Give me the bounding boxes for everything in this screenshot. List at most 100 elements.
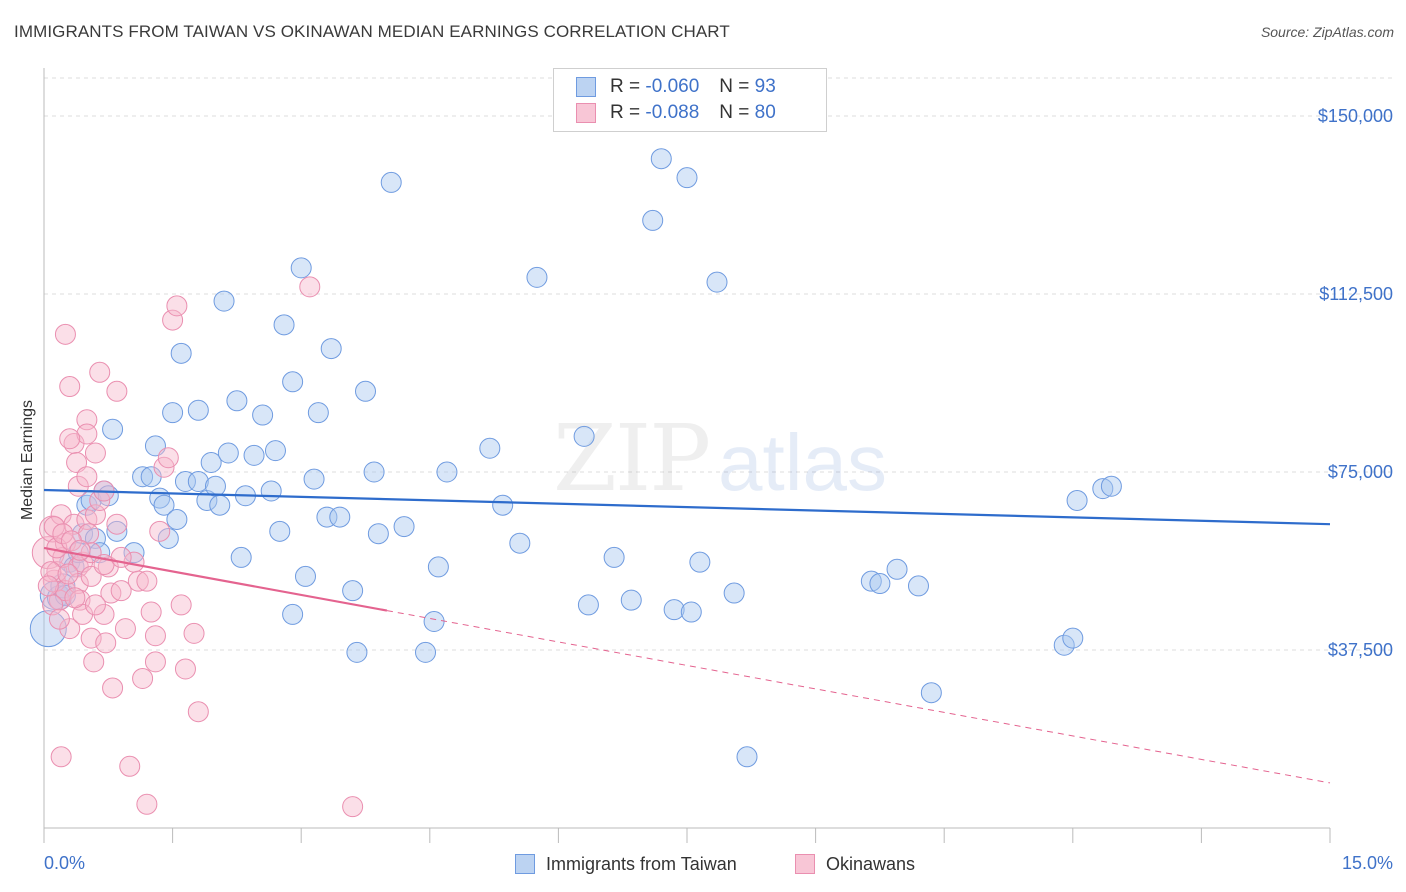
data-point bbox=[920, 682, 942, 704]
data-point bbox=[264, 440, 286, 462]
legend-n-label: N = bbox=[719, 102, 750, 123]
legend-swatch-taiwan bbox=[576, 77, 596, 97]
data-point bbox=[252, 404, 274, 426]
data-point bbox=[140, 601, 162, 623]
axes bbox=[43, 68, 1331, 843]
data-point bbox=[84, 504, 106, 526]
data-point bbox=[123, 542, 145, 564]
data-point bbox=[132, 466, 154, 488]
trend-line bbox=[43, 488, 1331, 526]
data-point bbox=[303, 468, 325, 490]
data-point bbox=[663, 599, 685, 621]
data-point bbox=[76, 423, 98, 445]
data-point bbox=[355, 380, 376, 402]
data-point bbox=[650, 148, 672, 170]
legend-r-value-taiwan: -0.060 bbox=[645, 76, 700, 97]
data-point bbox=[59, 376, 81, 398]
x-tick-label: 0.0% bbox=[44, 853, 85, 873]
data-point bbox=[676, 167, 698, 189]
legend-swatch-okinawan bbox=[576, 103, 596, 123]
data-point bbox=[1092, 478, 1114, 500]
data-point bbox=[620, 589, 642, 611]
data-point bbox=[102, 677, 124, 699]
watermark: ZIP atlas bbox=[553, 405, 887, 512]
y-tick-label: $75,000 bbox=[1328, 462, 1393, 482]
data-point bbox=[183, 622, 205, 644]
data-point bbox=[84, 594, 106, 616]
data-point bbox=[119, 755, 141, 777]
trend-line-dashed bbox=[386, 610, 1331, 784]
y-tick-label: $150,000 bbox=[1318, 106, 1393, 126]
data-point bbox=[100, 582, 122, 604]
bottom-legend-label-okinawan: Okinawans bbox=[826, 853, 916, 874]
bottom-legend-swatch-taiwan bbox=[515, 854, 535, 874]
data-point bbox=[642, 209, 664, 231]
trend-lines bbox=[43, 488, 1331, 784]
data-point bbox=[393, 516, 415, 538]
y-tick-label: $112,500 bbox=[1319, 284, 1393, 304]
data-point bbox=[166, 508, 188, 530]
data-point bbox=[342, 796, 364, 818]
data-point bbox=[423, 611, 445, 633]
data-point bbox=[136, 793, 158, 815]
data-point bbox=[290, 257, 312, 279]
data-point bbox=[226, 390, 248, 412]
data-point bbox=[307, 402, 329, 424]
data-point bbox=[174, 470, 196, 492]
trend-line-solid bbox=[43, 546, 388, 612]
data-point bbox=[153, 494, 175, 516]
data-point bbox=[907, 575, 929, 597]
data-point bbox=[320, 338, 342, 360]
data-point bbox=[64, 587, 86, 609]
data-point bbox=[1066, 489, 1088, 511]
data-point bbox=[243, 444, 265, 466]
data-point bbox=[260, 480, 282, 502]
data-point bbox=[102, 418, 124, 440]
data-point bbox=[144, 625, 166, 647]
bottom-legend-swatch-okinawan bbox=[795, 854, 815, 874]
series-okinawan-points bbox=[31, 276, 364, 818]
data-point bbox=[170, 594, 192, 616]
data-point bbox=[1100, 475, 1122, 497]
data-point bbox=[29, 610, 67, 648]
source-label: Source: ZipAtlas.com bbox=[1260, 24, 1394, 40]
data-point bbox=[157, 527, 179, 549]
data-point bbox=[329, 506, 351, 528]
legend-r-label: R = bbox=[610, 102, 641, 123]
data-point bbox=[1053, 634, 1075, 656]
data-point bbox=[204, 475, 226, 497]
chart-title: IMMIGRANTS FROM TAIWAN VS OKINAWAN MEDIA… bbox=[14, 22, 730, 41]
data-point bbox=[230, 546, 252, 568]
bottom-legend-okinawan: Okinawans bbox=[795, 852, 915, 876]
watermark-zip: ZIP bbox=[553, 405, 709, 512]
data-point bbox=[603, 546, 625, 568]
legend-r-label: R = bbox=[610, 76, 641, 97]
data-point bbox=[66, 451, 88, 473]
data-point bbox=[166, 295, 188, 317]
data-point bbox=[427, 556, 449, 578]
data-point bbox=[50, 746, 72, 768]
data-point bbox=[106, 513, 128, 535]
data-point bbox=[209, 494, 231, 516]
data-point bbox=[162, 309, 184, 331]
data-point bbox=[37, 575, 59, 597]
data-point bbox=[187, 399, 209, 421]
data-point bbox=[110, 580, 132, 602]
data-point bbox=[706, 271, 728, 293]
data-point bbox=[59, 428, 81, 450]
data-point bbox=[282, 603, 304, 625]
data-point bbox=[680, 601, 702, 623]
data-point bbox=[127, 570, 149, 592]
data-point bbox=[479, 437, 501, 459]
data-point bbox=[346, 641, 368, 663]
data-point bbox=[213, 290, 235, 312]
data-point bbox=[299, 276, 321, 298]
data-point bbox=[689, 551, 711, 573]
data-point bbox=[149, 520, 171, 542]
data-point bbox=[217, 442, 239, 464]
data-point bbox=[187, 470, 209, 492]
legend-r-value-okinawan: -0.088 bbox=[645, 102, 700, 123]
data-point bbox=[363, 461, 385, 483]
data-point bbox=[577, 594, 599, 616]
